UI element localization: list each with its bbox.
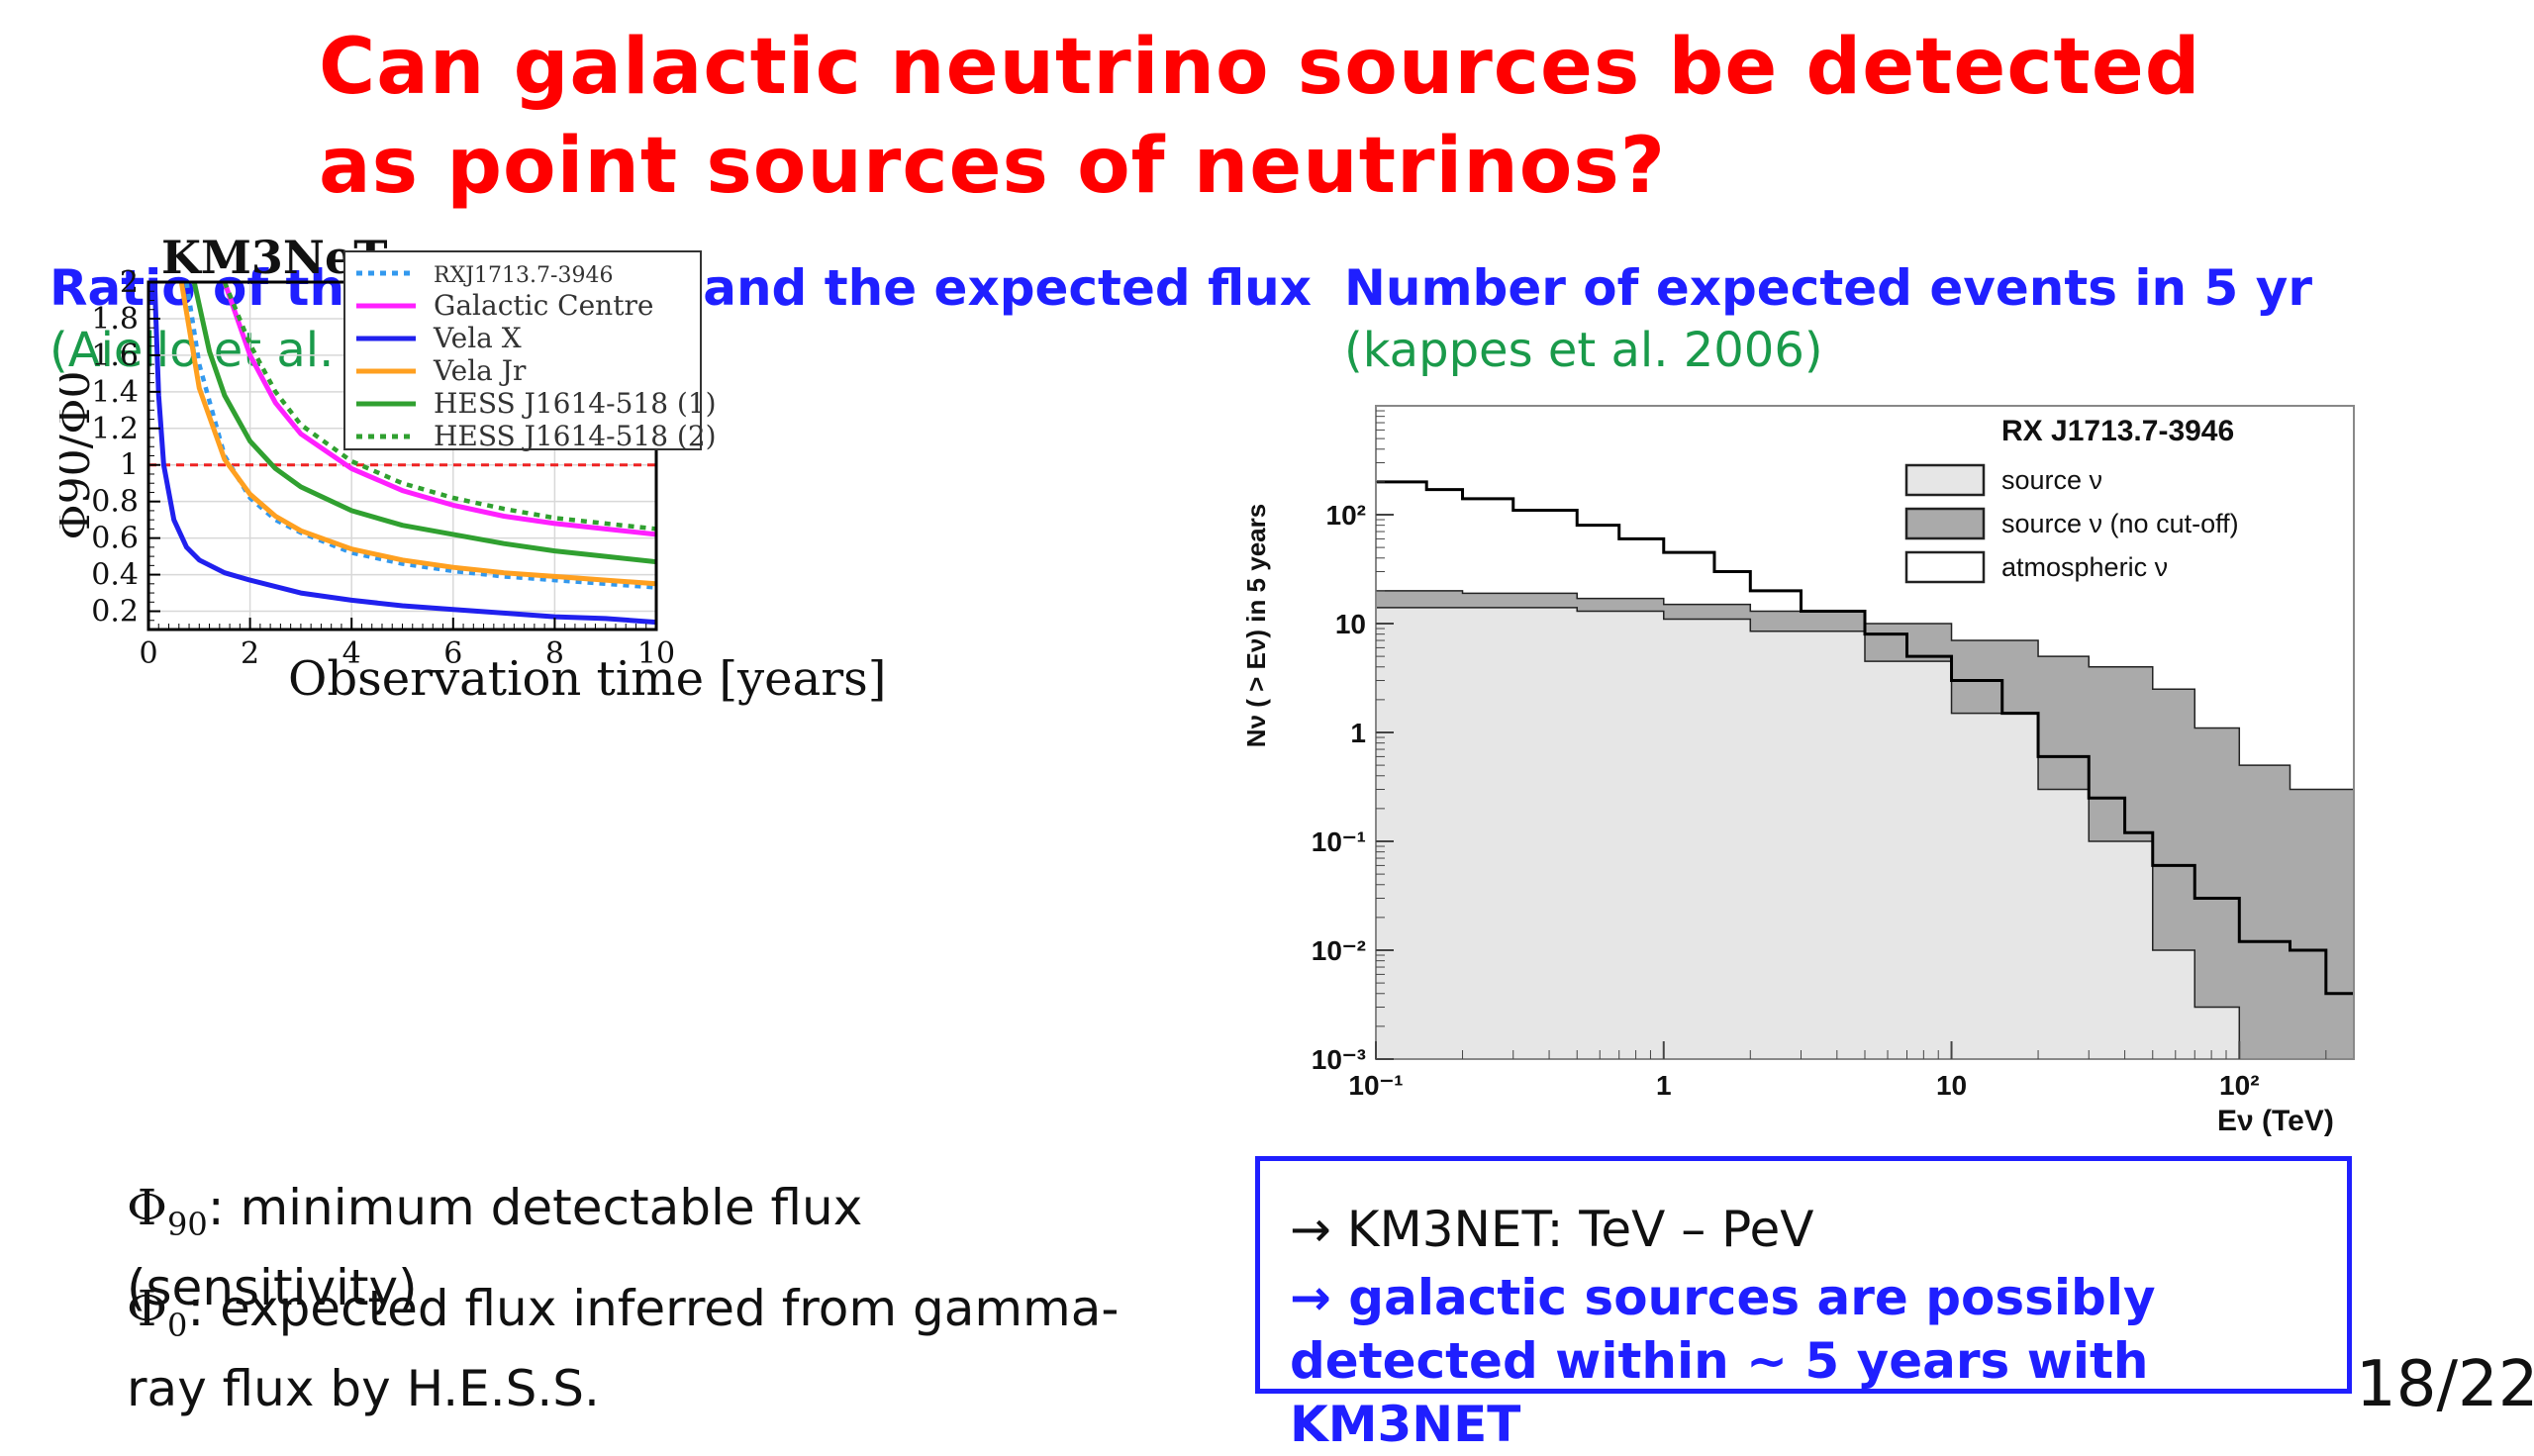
definition-phi0: Φ0: expected flux inferred from gamma-ra… [127,1277,1156,1420]
chart-legend: source ν source ν (no cut-off) atmospheric… [1904,463,2239,584]
x-tick-label: 2 [241,636,259,671]
y-tick-label: 0.8 [91,485,139,520]
legend-label: HESS J1614-518 (1) [434,387,717,420]
legend-label: Vela Jr [433,354,527,387]
phi90-symbol: Φ90 [127,1179,208,1243]
y-tick-label: 1.6 [91,339,139,373]
x-tick-label: 10² [2219,1070,2259,1101]
phi0-text: : expected flux inferred from gamma-ray … [127,1280,1120,1417]
y-tick-label: 0.6 [91,522,139,556]
x-tick-label: 10⁻¹ [1348,1070,1403,1101]
legend-label: Galactic Centre [434,289,653,322]
y-tick-label: 0.4 [91,558,139,593]
legend-label: HESS J1614-518 (2) [434,420,717,452]
x-tick-label: 1 [1656,1070,1672,1101]
page-number: 18/22 [2356,1348,2534,1421]
y-tick-label: 10⁻³ [1312,1044,1366,1075]
phi0-symbol: Φ0 [127,1280,188,1344]
chart-series-group [1375,480,2355,1060]
series-line-galactic-centre [222,282,656,537]
x-axis-label: Eν (TeV) [2217,1105,2334,1137]
phi90-text: : minimum detectable flux (sensitivity) [127,1179,863,1316]
legend-swatch-atmospheric [1904,550,1986,584]
axis-ticks: 0 2 4 6 8 100.20.40.60.811.21.41.61.82 [91,265,675,671]
x-tick-label: 10 [637,636,675,671]
y-tick-label: 10⁻² [1312,935,1366,966]
legend-swatch-source-no-cut-off [1904,507,1986,540]
legend-swatch-source [1904,463,1986,497]
legend-label: RXJ1713.7-3946 [434,263,613,288]
x-tick-label: 10 [1936,1070,1967,1101]
slide-title: Can galactic neutrino sources be detecte… [319,23,2201,211]
y-axis-label: Φ90/Φ0 [59,371,100,540]
series-line-hess-j1614-518-1 [191,282,656,565]
y-tick-label: 1.4 [91,375,139,410]
axis-ticks: 10⁻¹ 1 10 10² 10⁻³ 10⁻² 10⁻¹ 1 10 10² [1312,410,2327,1101]
chart-series-group [148,282,656,626]
definition-phi90: Φ90: minimum detectable flux (sensitivit… [127,1176,1156,1319]
legend-label: source ν [2001,465,2102,495]
y-tick-label: 2 [120,265,139,300]
legend-label: atmospheric ν [2001,552,2168,582]
right-citation: (kappes et al. 2006) [1344,323,1823,378]
legend-label: Vela X [433,322,522,354]
x-tick-label: 8 [545,636,564,671]
chart-title: RX J1713.7-3946 [2001,415,2234,447]
y-tick-label: 1 [120,448,139,483]
conclusion-box: → KM3NET: TeV – PeV → galactic sources a… [1255,1156,2352,1453]
series-line-vela-x [151,282,656,626]
y-tick-label: 0.2 [91,595,139,630]
legend-label: source ν (no cut-off) [2001,509,2239,538]
x-tick-label: 6 [443,636,462,671]
series-line-vela-jr [178,282,656,587]
series-line-hess-j1614-518-2 [222,282,656,532]
x-tick-label: 4 [342,636,361,671]
right-heading: Number of expected events in 5 yr [1344,259,2313,317]
y-axis-label: Nν ( > Eν) in 5 years [1241,504,1271,747]
sensitivity-ratio-chart: 0 2 4 6 8 100.20.40.60.811.21.41.61.82 KM3NeT… [59,238,887,707]
y-tick-label: 1 [1350,718,1366,748]
y-tick-label: 1.2 [91,412,139,446]
y-tick-label: 10⁻¹ [1312,826,1366,857]
conclusion-line-1: → KM3NET: TeV – PeV [1290,1201,1814,1258]
x-axis-label: Observation time [years] [288,651,887,707]
conclusion-line-2: → galactic sources are possibly detected… [1290,1269,2156,1453]
y-tick-label: 10 [1335,609,1366,639]
legend-box [343,250,702,450]
series-line-rxj1713-7-3946 [184,282,656,590]
series-line-atmospheric [1376,480,2354,996]
expected-events-chart: 10⁻¹ 1 10 10² 10⁻³ 10⁻² 10⁻¹ 1 10 10² Nν ( > Eν) … [1241,405,2355,1137]
y-tick-label: 1.8 [91,302,139,337]
y-tick-label: 10² [1326,500,1366,531]
x-tick-label: 0 [139,636,157,671]
